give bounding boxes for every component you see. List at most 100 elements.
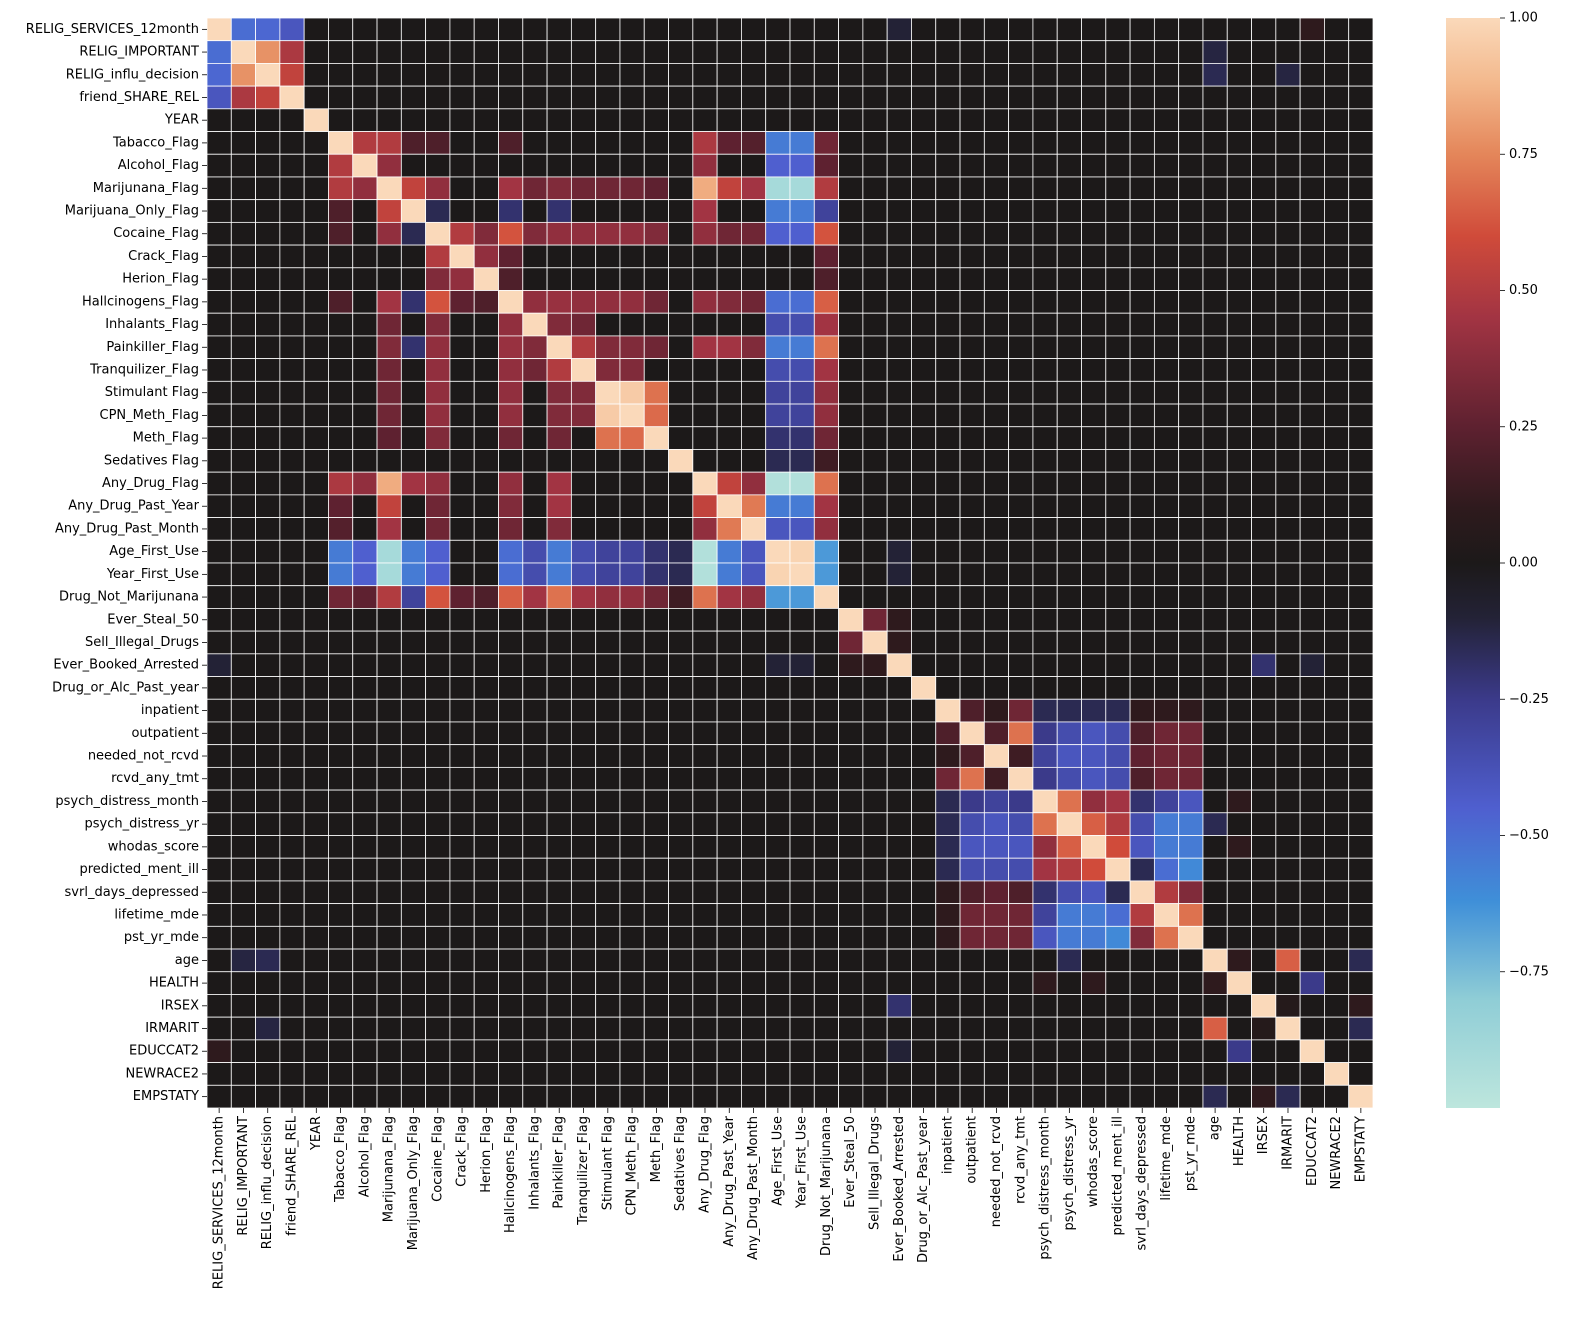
heatmap-cell-herion-flag-whodas-score <box>1081 267 1107 291</box>
heatmap-cell-health-age-first-use <box>765 971 791 995</box>
heatmap-cell-hallcinogens-flag-empstaty <box>1348 290 1374 314</box>
heatmap-cell-any-drug-flag-psych-distress-month <box>1032 471 1058 496</box>
heatmap-cell-any-drug-flag-inhalants-flag <box>522 471 548 496</box>
heatmap-cell-tabacco-flag-hallcinogens-flag <box>498 131 524 155</box>
heatmap-cell-predicted-ment-ill-any-drug-flag <box>692 857 718 882</box>
heatmap-cell-pst-yr-mde-empstaty <box>1348 925 1374 950</box>
heatmap-cell-whodas-score-alcohol-flag <box>352 835 378 859</box>
heatmap-cell-newrace2-lifetime-mde <box>1153 1062 1180 1086</box>
heatmap-cell-rcvd-any-tmt-psych-distress-yr <box>1056 766 1082 791</box>
heatmap-cell-relig-important-painkiller-flag <box>546 40 572 64</box>
heatmap-cell-psych-distress-month-educcat2 <box>1299 789 1325 814</box>
heatmap-cell-any-drug-flag-herion-flag <box>473 471 499 496</box>
heatmap-cell-friend-share-rel-psych-distress-yr <box>1056 85 1082 110</box>
heatmap-cell-newrace2-crack-flag <box>449 1062 475 1086</box>
heatmap-cell-health-rcvd-any-tmt <box>1008 971 1034 995</box>
heatmap-cell-relig-services-12month-newrace2 <box>1324 17 1350 42</box>
heatmap-cell-year-health <box>1226 108 1252 132</box>
heatmap-cell-psych-distress-month-pst-yr-mde <box>1178 789 1204 814</box>
heatmap-cell-age-first-use-cocaine-flag <box>425 539 451 564</box>
heatmap-cell-lifetime-mde-friend-share-rel <box>279 903 305 927</box>
heatmap-cell-year-first-use-tabacco-flag <box>328 562 354 587</box>
heatmap-cell-ever-steal-50-predicted-ment-ill <box>1105 608 1131 632</box>
heatmap-cell-tabacco-flag-crack-flag <box>449 131 475 155</box>
heatmap-cell-hallcinogens-flag-inhalants-flag <box>522 290 548 314</box>
heatmap-cell-any-drug-past-month-pst-yr-mde <box>1178 517 1204 541</box>
heatmap-cell-cpn-meth-flag-meth-flag <box>643 403 669 428</box>
heatmap-cell-friend-share-rel-ever-steal-50 <box>838 85 864 110</box>
heatmap-cell-irsex-irmarit <box>1275 994 1301 1018</box>
heatmap-cell-hallcinogens-flag-year-first-use <box>789 290 815 314</box>
heatmap-cell-relig-influ-decision-relig-important <box>230 63 256 87</box>
heatmap-cell-educcat2-age-first-use <box>765 1039 791 1063</box>
heatmap-cell-year-first-use-inhalants-flag <box>522 562 548 587</box>
heatmap-cell-newrace2-year-first-use <box>789 1062 815 1086</box>
heatmap-cell-relig-influ-decision-inpatient <box>935 63 961 87</box>
heatmap-cell-painkiller-flag-marijunana-flag <box>376 335 402 360</box>
heatmap-cell-rcvd-any-tmt-age-first-use <box>765 766 791 791</box>
heatmap-cell-crack-flag-relig-services-12month <box>206 244 232 269</box>
heatmap-cell-crack-flag-educcat2 <box>1299 244 1325 269</box>
heatmap-cell-tabacco-flag-cocaine-flag <box>425 131 451 155</box>
heatmap-cell-cpn-meth-flag-marijuana-only-flag <box>400 403 427 428</box>
heatmap-cell-year-first-use-relig-services-12month <box>206 562 232 587</box>
heatmap-cell-whodas-score-year-first-use <box>789 835 815 859</box>
heatmap-cell-inpatient-stimulant-flag <box>595 698 621 723</box>
heatmap-cell-inpatient-meth-flag <box>643 698 669 723</box>
heatmap-cell-outpatient-relig-services-12month <box>206 721 232 746</box>
heatmap-cell-needed-not-rcvd-whodas-score <box>1081 744 1107 768</box>
heatmap-cell-any-drug-past-year-marijuana-only-flag <box>400 494 427 518</box>
heatmap-cell-educcat2-psych-distress-yr <box>1056 1039 1082 1063</box>
heatmap-cell-predicted-ment-ill-hallcinogens-flag <box>498 857 524 882</box>
heatmap-cell-stimulant-flag-any-drug-flag <box>692 380 718 405</box>
heatmap-cell-meth-flag-drug-not-marijunana <box>813 426 839 450</box>
heatmap-cell-cocaine-flag-year <box>303 221 329 246</box>
heatmap-cell-marijunana-flag-sedatives-flag <box>668 176 694 201</box>
heatmap-cell-cpn-meth-flag-predicted-ment-ill <box>1105 403 1131 428</box>
heatmap-cell-whodas-score-inpatient <box>935 835 961 859</box>
heatmap-cell-any-drug-past-month-friend-share-rel <box>279 517 305 541</box>
heatmap-cell-relig-services-12month-stimulant-flag <box>595 17 621 42</box>
heatmap-cell-health-inhalants-flag <box>522 971 548 995</box>
heatmap-cell-painkiller-flag-age <box>1202 335 1228 360</box>
heatmap-cell-psych-distress-yr-tabacco-flag <box>328 812 354 836</box>
heatmap-cell-age-first-use-sedatives-flag <box>668 539 694 564</box>
y-tick-label-inpatient: inpatient <box>141 703 199 718</box>
heatmap-cell-psych-distress-yr-any-drug-past-month <box>741 812 767 836</box>
heatmap-cell-drug-or-alc-past-year-educcat2 <box>1299 676 1325 700</box>
heatmap-cell-svrl-days-depressed-tabacco-flag <box>328 880 354 905</box>
heatmap-cell-sell-illegal-drugs-any-drug-flag <box>692 630 718 655</box>
heatmap-cell-irmarit-age-first-use <box>765 1016 791 1041</box>
heatmap-cell-meth-flag-friend-share-rel <box>279 426 305 450</box>
heatmap-cell-marijuana-only-flag-any-drug-flag <box>692 199 718 223</box>
x-tick-label-inpatient: inpatient <box>940 1116 955 1174</box>
heatmap-cell-lifetime-mde-whodas-score <box>1081 903 1107 927</box>
heatmap-cell-hallcinogens-flag-painkiller-flag <box>546 290 572 314</box>
heatmap-cell-whodas-score-crack-flag <box>449 835 475 859</box>
heatmap-cell-crack-flag-any-drug-past-month <box>741 244 767 269</box>
heatmap-cell-any-drug-flag-marijunana-flag <box>376 471 402 496</box>
heatmap-cell-drug-or-alc-past-year-lifetime-mde <box>1153 676 1180 700</box>
x-tick-label-educcat2: EDUCCAT2 <box>1305 1116 1320 1186</box>
heatmap-cell-ever-booked-arrested-educcat2 <box>1299 653 1325 677</box>
heatmap-cell-cpn-meth-flag-empstaty <box>1348 403 1374 428</box>
heatmap-cell-inhalants-flag-cpn-meth-flag <box>619 312 645 337</box>
heatmap-cell-meth-flag-whodas-score <box>1081 426 1107 450</box>
heatmap-cell-educcat2-any-drug-flag <box>692 1039 718 1063</box>
heatmap-cell-alcohol-flag-alcohol-flag <box>352 153 378 178</box>
heatmap-cell-crack-flag-cpn-meth-flag <box>619 244 645 269</box>
heatmap-cell-irsex-age <box>1202 994 1228 1018</box>
heatmap-cell-relig-important-relig-influ-decision <box>255 40 281 64</box>
heatmap-cell-marijunana-flag-drug-or-alc-past-year <box>911 176 937 201</box>
heatmap-cell-meth-flag-herion-flag <box>473 426 499 450</box>
heatmap-cell-stimulant-flag-svrl-days-depressed <box>1129 380 1155 405</box>
heatmap-cell-psych-distress-month-cocaine-flag <box>425 789 451 814</box>
heatmap-cell-health-alcohol-flag <box>352 971 378 995</box>
y-tick-label-predicted-ment-ill: predicted_ment_ill <box>79 862 199 877</box>
heatmap-cell-drug-not-marijunana-educcat2 <box>1299 585 1325 609</box>
heatmap-cell-any-drug-past-year-psych-distress-month <box>1032 494 1058 518</box>
heatmap-cell-tabacco-flag-needed-not-rcvd <box>983 131 1010 155</box>
heatmap-cell-rcvd-any-tmt-outpatient <box>959 766 985 791</box>
heatmap-cell-age-first-use-relig-important <box>230 539 256 564</box>
